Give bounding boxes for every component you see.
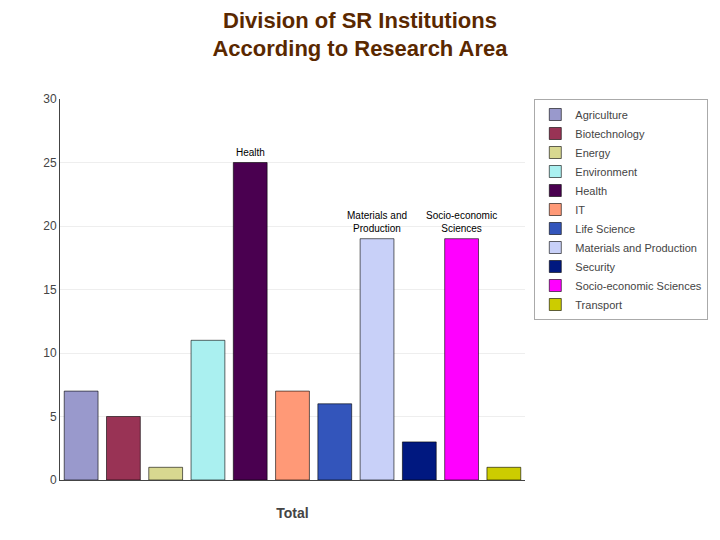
svg-text:Health: Health [575,185,607,197]
svg-text:Materials andProduction: Materials andProduction [347,210,407,234]
svg-text:Energy: Energy [575,147,610,159]
svg-text:Biotechnology: Biotechnology [575,128,645,140]
svg-text:15: 15 [43,283,57,297]
svg-text:5: 5 [50,410,57,424]
svg-text:0: 0 [50,473,57,487]
svg-text:Agriculture: Agriculture [575,109,628,121]
svg-text:Health: Health [236,147,265,158]
svg-text:10: 10 [43,346,57,360]
svg-text:Division of SR InstitutionsAcc: Division of SR InstitutionsAccording to … [212,8,508,62]
svg-text:Security: Security [575,261,615,273]
svg-text:25: 25 [43,156,57,170]
svg-text:Socio-economic Sciences: Socio-economic Sciences [575,280,701,292]
svg-text:Transport: Transport [575,299,622,311]
svg-text:20: 20 [43,219,57,233]
svg-text:IT: IT [575,204,585,216]
svg-text:Materials and Production: Materials and Production [575,242,697,254]
svg-text:30: 30 [43,92,57,106]
svg-text:Environment: Environment [575,166,637,178]
svg-text:Socio-economicSciences: Socio-economicSciences [426,210,497,234]
svg-text:Total: Total [276,505,308,521]
svg-text:Life Science: Life Science [575,223,635,235]
